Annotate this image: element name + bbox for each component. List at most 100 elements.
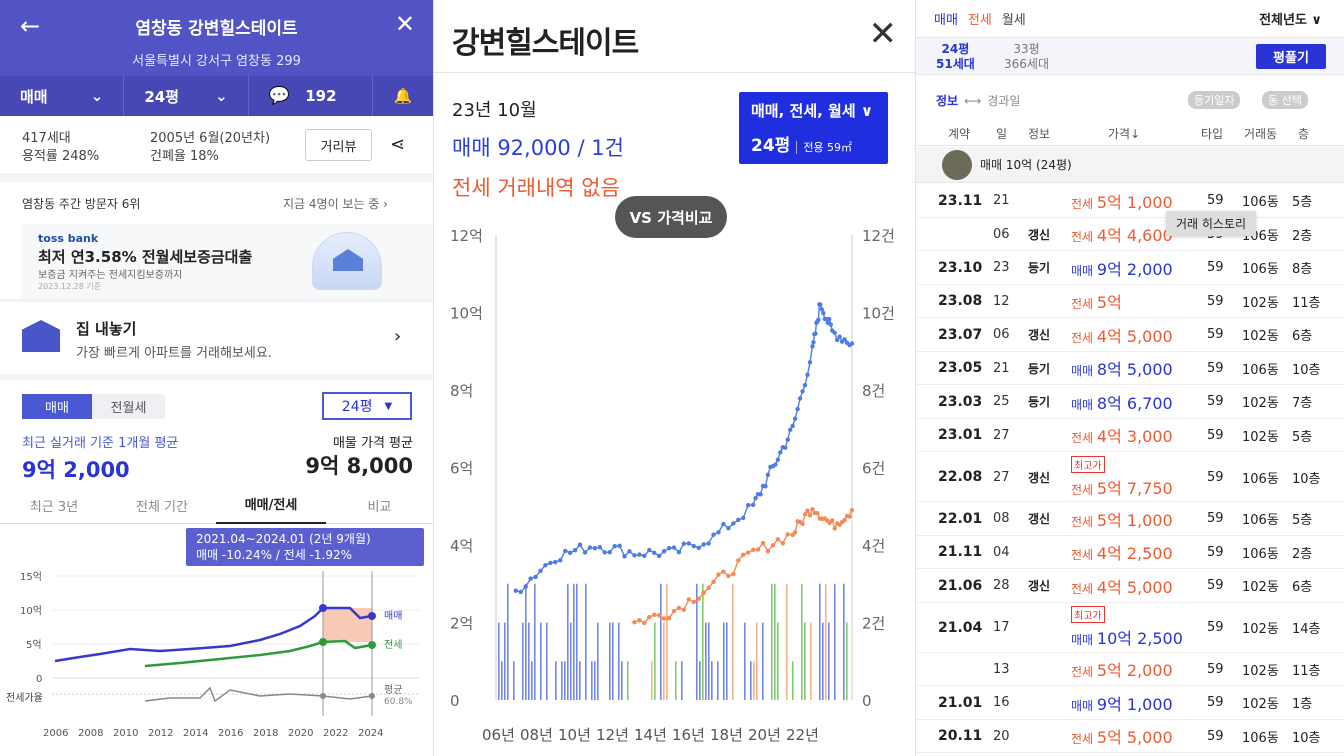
street-view-button[interactable]: 거리뷰: [305, 129, 372, 161]
rent-series-point: [706, 585, 711, 591]
price-history-chart[interactable]: 12억 12건 10억 10건 8억 8건 6억 6건 4억 4건 2억 2건 0 0 06년 08년 10년 1…: [434, 220, 915, 756]
contract-month: 23.08: [938, 293, 983, 310]
price-cell: 최고가 매매 10억 2,500: [1071, 603, 1183, 653]
size-dropdown[interactable]: 24평 ⌄: [124, 76, 249, 116]
table-row[interactable]: 20.11 20 전세 5억 5,000 59 106동 10층: [916, 720, 1344, 754]
price-cell: 전세 5억 5,000: [1071, 720, 1173, 754]
volume-bar: [699, 661, 701, 700]
table-row[interactable]: 23.01 27 전세 4억 3,000 59 102동 5층: [916, 419, 1344, 452]
col-price[interactable]: 가격↓: [1108, 127, 1141, 141]
size-select[interactable]: 24평 ▼: [322, 392, 412, 420]
trade-series-point: [818, 302, 823, 307]
volume-bar: [621, 661, 623, 700]
close-icon[interactable]: ✕: [868, 14, 898, 54]
col-info[interactable]: 정보: [1028, 127, 1051, 141]
col-day[interactable]: 일: [996, 127, 1008, 141]
registration-filter[interactable]: 등기일자: [1188, 91, 1241, 109]
deal-info: 갱신: [1028, 512, 1051, 527]
segment-rent[interactable]: 전월세: [110, 401, 147, 416]
floor-plan-button[interactable]: 평풀기: [1256, 44, 1326, 69]
back-arrow-icon[interactable]: ←: [20, 12, 41, 40]
floor: 8층: [1292, 262, 1313, 278]
building-dong: 102동: [1242, 663, 1279, 679]
year-select[interactable]: 전체년도 ∨: [1259, 13, 1322, 28]
rent-series-point: [847, 514, 852, 519]
col-floor[interactable]: 층: [1298, 127, 1310, 141]
history-tooltip: 거래 히스토리: [1166, 211, 1257, 236]
table-row[interactable]: 21.04 17 최고가 매매 10억 2,500 59 102동 14층: [916, 603, 1344, 653]
dong-filter[interactable]: 동 선택: [1262, 91, 1308, 109]
size-option-24[interactable]: 24평 51세대: [936, 42, 975, 72]
sell-home-card[interactable]: 집 내놓기 가장 빠르게 아파트를 거래해보세요. ›: [0, 302, 433, 374]
comment-icon: 💬: [268, 86, 290, 106]
table-row[interactable]: 23.05 21 등기 매매 8억 5,000 59 106동 10층: [916, 352, 1344, 385]
deal-kind: 전세: [1071, 732, 1094, 747]
tab-recent-3y[interactable]: 최근 3년: [29, 500, 79, 515]
price-cell: 전세 5억 1,000: [1071, 184, 1173, 218]
deal-kind: 매매: [1071, 397, 1094, 412]
contract-month: 22.08: [938, 469, 983, 485]
trade-series-point: [790, 423, 795, 429]
comments-button[interactable]: 💬 192: [249, 76, 373, 116]
ad-banner[interactable]: toss bank 최저 연3.58% 전월세보증금대출 보증금 지켜주는 전세…: [22, 224, 433, 299]
tab-rent[interactable]: 전세: [967, 13, 992, 28]
viewers-link[interactable]: 지금 4명이 보는 중 ›: [283, 197, 388, 211]
col-type[interactable]: 타입: [1201, 127, 1224, 141]
size-filter[interactable]: 24평 전용 59㎡: [751, 131, 876, 156]
table-row[interactable]: 22.08 27 갱신 최고가 전세 5억 7,750 59 106동 10층: [916, 452, 1344, 502]
table-row[interactable]: 23.10 23 등기 매매 9억 2,000 59 106동 8층: [916, 251, 1344, 285]
compare-button[interactable]: VS 가격비교: [615, 196, 727, 238]
x-tick: 06년: [482, 726, 515, 744]
rent-series-point: [736, 558, 741, 563]
volume-bar: [594, 661, 596, 700]
segment-trade[interactable]: 매매: [22, 394, 92, 419]
caret-down-icon: ▼: [384, 400, 393, 412]
chevron-down-icon: ⌄: [215, 87, 228, 105]
table-row[interactable]: 21.11 04 전세 4억 2,500 59 106동 2층: [916, 536, 1344, 569]
tab-trade-rent[interactable]: 매매/전세: [216, 488, 326, 524]
unit-type: 59: [1207, 427, 1224, 443]
unit-type: 59: [1207, 360, 1224, 376]
chevron-right-icon: ›: [394, 326, 402, 347]
trade-type-dropdown[interactable]: 매매 ⌄: [0, 76, 125, 116]
col-contract[interactable]: 계약: [948, 127, 971, 141]
trade-series-line: [515, 303, 853, 593]
tab-monthly[interactable]: 월세: [1001, 13, 1026, 28]
unit-type: 59: [1207, 661, 1224, 677]
table-row[interactable]: 22.01 08 갱신 전세 5억 1,000 59 106동 5층: [916, 502, 1344, 536]
table-row[interactable]: 23.08 12 전세 5억 59 102동 11층: [916, 285, 1344, 318]
size-option-33[interactable]: 33평 366세대: [1004, 42, 1049, 72]
listing-notice[interactable]: 매매 10억 (24평): [916, 147, 1344, 183]
chart-filter-box[interactable]: 매매, 전세, 월세 ∨ 24평 전용 59㎡: [739, 92, 888, 164]
x-tick: 08년: [520, 726, 553, 744]
table-row[interactable]: 23.07 06 갱신 전세 4억 5,000 59 102동 6층: [916, 318, 1344, 352]
volume-bar: [822, 622, 824, 700]
mini-price-chart[interactable]: 15억 10억 5억 0 매매 전세 전세가율 평균 60.8% 2006: [0, 566, 433, 756]
rent-series-point: [849, 507, 855, 513]
col-dong[interactable]: 거래동: [1244, 127, 1278, 141]
tab-trade[interactable]: 매매: [934, 13, 958, 28]
building-dong: 102동: [1242, 329, 1279, 345]
bell-button[interactable]: 🔔: [373, 76, 433, 116]
close-icon[interactable]: ✕: [394, 10, 415, 38]
table-row[interactable]: 23.11 21 전세 5억 1,000 59 106동 5층: [916, 184, 1344, 218]
trade-type-filter[interactable]: 매매, 전세, 월세 ∨: [751, 102, 874, 120]
info-toggle[interactable]: 정보 ⟷ 경과일: [936, 92, 1020, 109]
tab-all-period[interactable]: 전체 기간: [136, 500, 188, 515]
tooltip-values: 매매 -10.24% / 전세 -1.92%: [196, 548, 352, 562]
table-row[interactable]: 21.06 28 갱신 전세 4억 5,000 59 102동 6층: [916, 569, 1344, 603]
share-icon[interactable]: ⋖: [390, 134, 406, 155]
volume-bar: [618, 622, 620, 700]
rent-series-point: [802, 512, 808, 517]
trade-series-point: [802, 382, 808, 388]
avg-value: 9억 2,000: [22, 458, 130, 482]
y-tick-left: 12억: [450, 227, 483, 245]
table-row[interactable]: 23.03 25 등기 매매 8억 6,700 59 102동 7층: [916, 385, 1344, 419]
table-row[interactable]: 21.01 16 매매 9억 1,000 59 102동 1층: [916, 686, 1344, 720]
building-dong: 106동: [1242, 471, 1279, 487]
table-row[interactable]: 13 전세 5억 2,000 59 102동 11층: [916, 653, 1344, 686]
tab-compare[interactable]: 비교: [367, 500, 392, 515]
complex-detail-panel: ← 염창동 강변힐스테이트 ✕ 서울특별시 강서구 염창동 299 매매 ⌄ 24…: [0, 0, 433, 756]
volume-bar: [573, 583, 575, 700]
